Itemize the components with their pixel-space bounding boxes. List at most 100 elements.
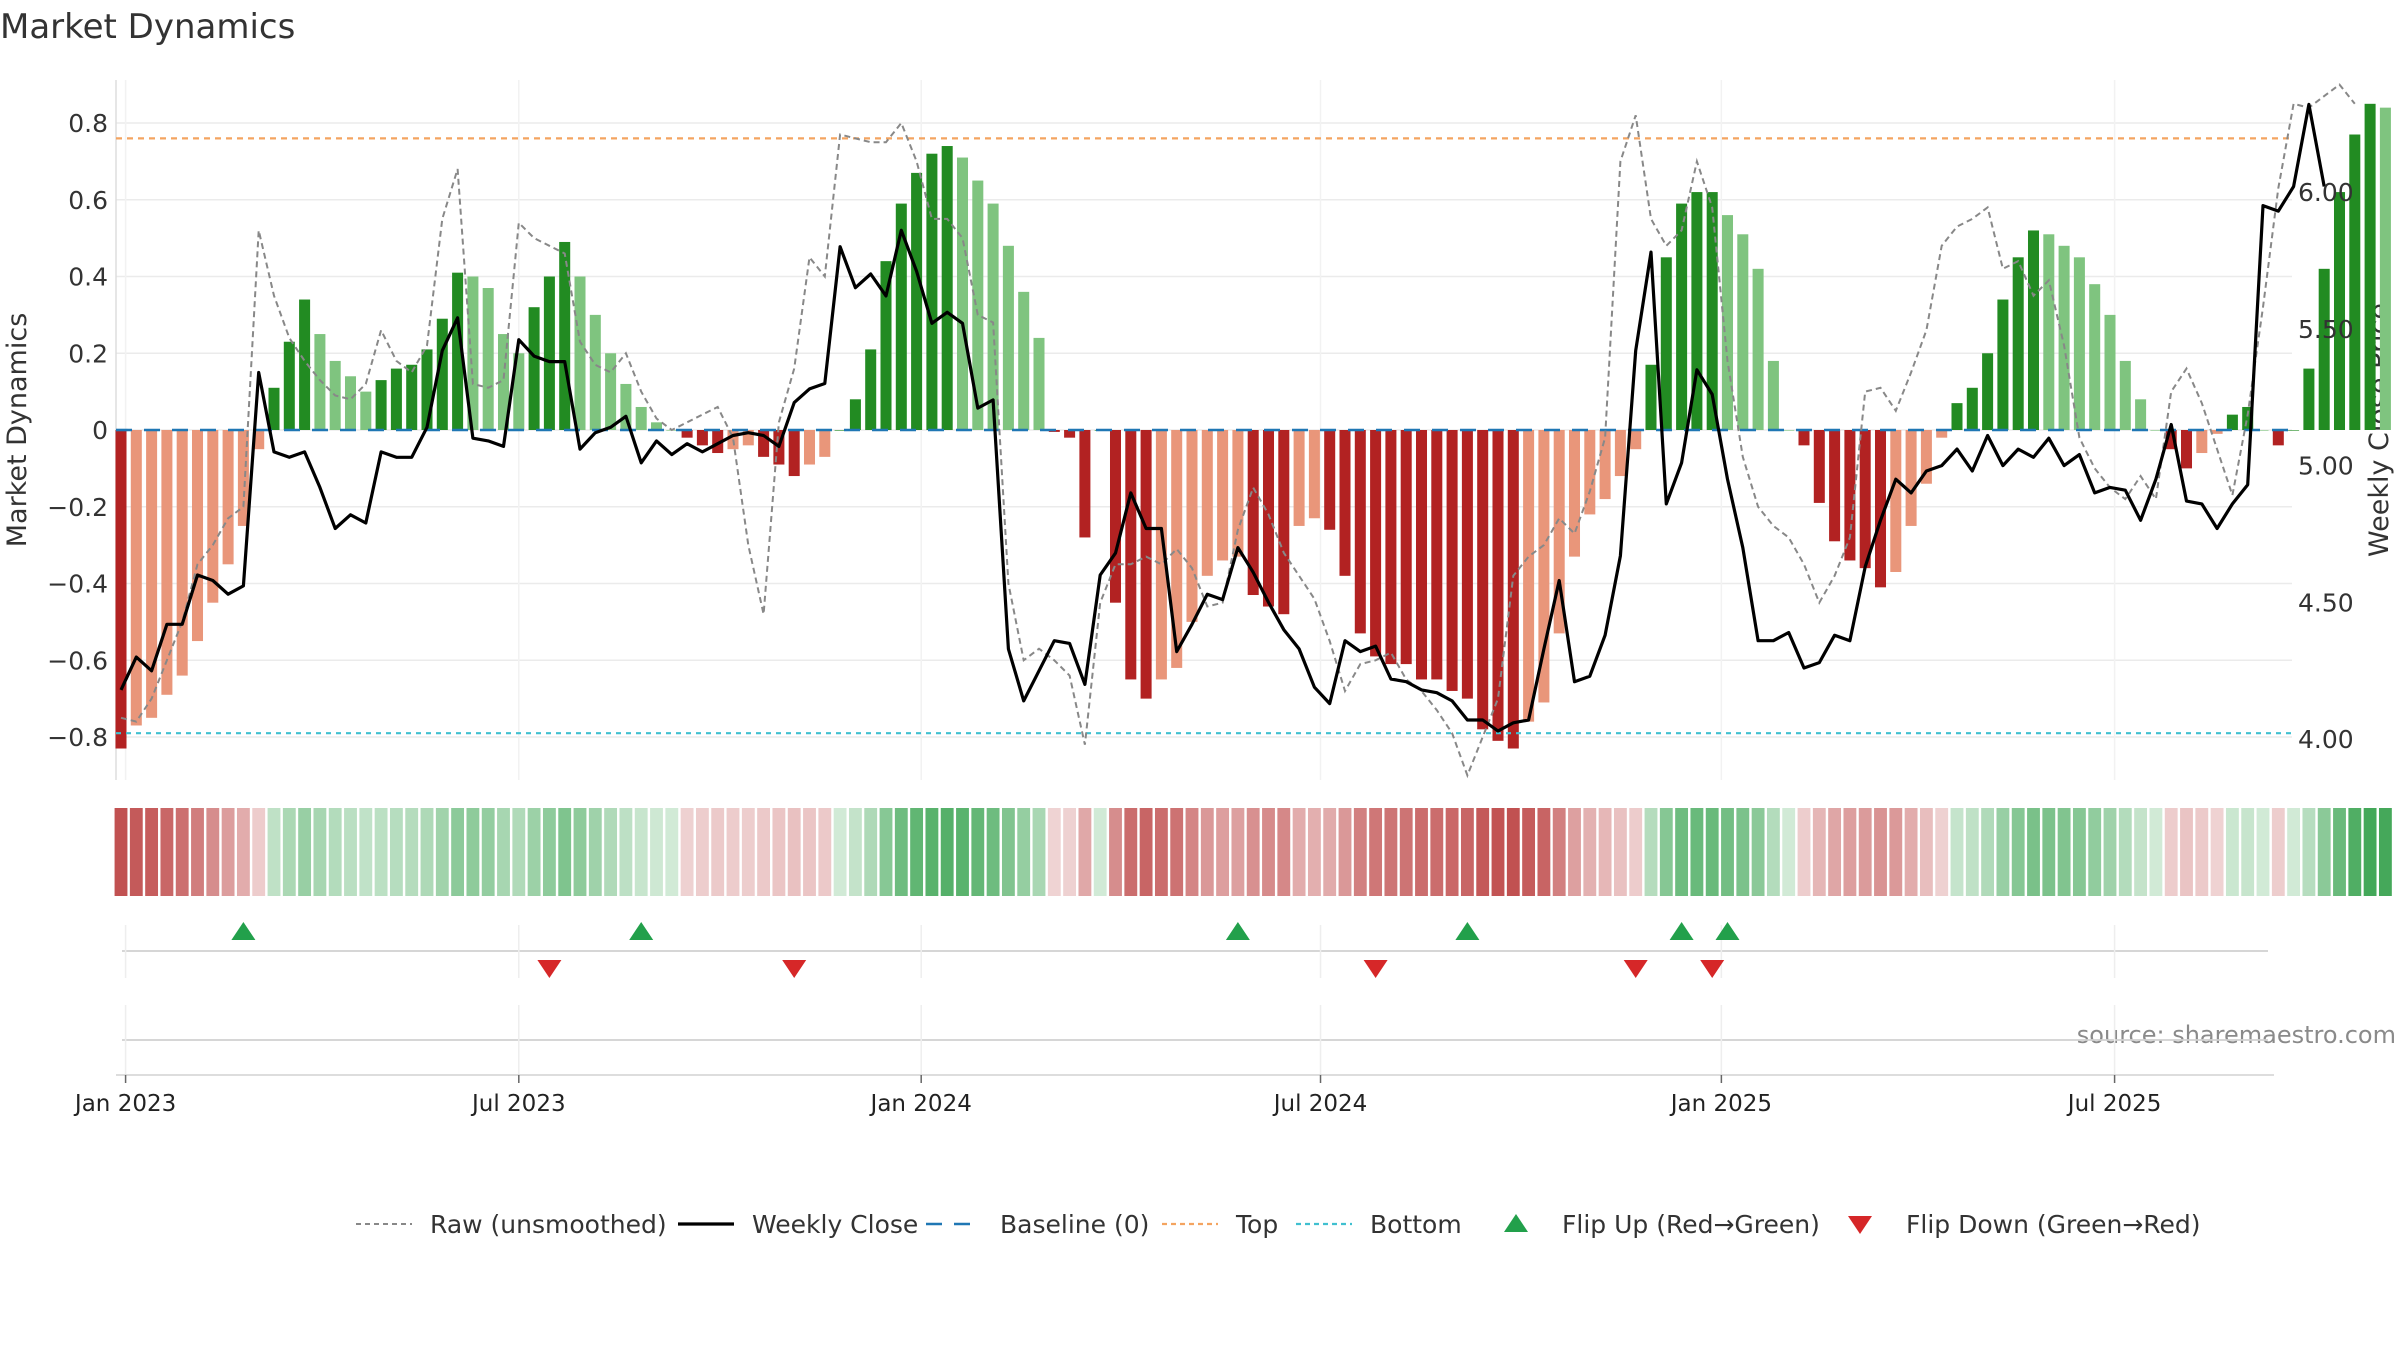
dynamics-bar (237, 430, 249, 526)
regime-strip-cell (2302, 808, 2316, 896)
regime-strip-cell (1843, 808, 1857, 896)
dynamics-bar (2089, 284, 2101, 430)
regime-strip-cell (558, 808, 572, 896)
dynamics-bar (360, 391, 372, 430)
dynamics-bar (865, 349, 877, 430)
dynamics-bar (1874, 430, 1887, 588)
flip-down-marker (1700, 960, 1725, 978)
dynamics-bar (574, 276, 586, 430)
dynamics-bar (972, 180, 984, 430)
dynamics-bar (559, 241, 571, 430)
regime-strip-cell (680, 808, 694, 896)
dynamics-bar (2318, 268, 2330, 430)
regime-strip-cell (1965, 808, 1979, 896)
dynamics-bar (1813, 430, 1825, 503)
regime-strip-cell (2317, 808, 2331, 896)
lines-layer (116, 83, 2356, 779)
regime-strip-cell (512, 808, 526, 896)
dynamics-bar (1584, 430, 1596, 515)
dynamics-bar (2150, 430, 2162, 431)
dynamics-bar (543, 276, 555, 430)
dynamics-bar (2211, 430, 2223, 434)
regime-strip-cell (588, 808, 602, 896)
regime-strip-cell (1047, 808, 1061, 896)
regime-strip-cell (2103, 808, 2117, 896)
dynamics-bar (1278, 430, 1290, 615)
dynamics-bar (191, 430, 204, 642)
regime-strip-cell (344, 808, 357, 896)
left-tick-label: −0.4 (47, 570, 108, 599)
dynamics-bar (1890, 430, 1902, 572)
regime-strip-cell (1231, 808, 1245, 896)
right-tick-label: 4.00 (2298, 725, 2354, 754)
regime-strip-cell (497, 808, 510, 896)
dynamics-bar (1538, 430, 1550, 703)
legend-item: Baseline (0) (926, 1210, 1149, 1239)
dynamics-bar (758, 430, 770, 457)
dynamics-bar (2333, 192, 2346, 430)
regime-strip-cell (2011, 808, 2025, 896)
legend-item: Flip Up (Red→Green) (1504, 1210, 1820, 1239)
regime-strip-cell (2057, 808, 2071, 896)
regime-strip-cell (1889, 808, 1903, 896)
flip-down-marker (782, 960, 807, 978)
left-tick-label: 0.4 (68, 263, 108, 292)
dynamics-bar (696, 430, 708, 446)
regime-strip-cell (420, 808, 434, 896)
regime-strip-cell (2134, 808, 2148, 896)
dynamics-bar (2257, 430, 2269, 431)
regime-strip-cell (772, 808, 786, 896)
regime-strip-cell (803, 808, 816, 896)
dynamics-bar (2135, 399, 2147, 430)
dynamics-bar (2226, 414, 2238, 430)
dynamics-bar (513, 353, 525, 430)
dynamics-bar (620, 383, 632, 430)
legend-label: Top (1235, 1210, 1278, 1239)
right-tick-label: 5.00 (2298, 452, 2354, 481)
dynamics-bar (1905, 430, 1917, 526)
dynamics-bar (834, 430, 846, 431)
dynamics-bar (1201, 430, 1213, 576)
left-tick-label: −0.2 (47, 493, 108, 522)
regime-strip-cell (298, 808, 312, 896)
dynamics-bar (2196, 430, 2208, 454)
regime-strip-cell (221, 808, 235, 896)
dynamics-bar (1660, 257, 1672, 430)
dynamics-bar (1186, 430, 1198, 622)
dynamics-bar (1721, 215, 1734, 430)
dynamics-bar (528, 307, 540, 430)
dynamics-bar (2043, 234, 2055, 430)
dynamics-bar (1920, 430, 1932, 484)
regime-strip-cell (2149, 808, 2163, 896)
regime-strip-cell (695, 808, 709, 896)
dynamics-bar (2165, 430, 2177, 450)
dynamics-bar (1553, 430, 1565, 634)
regime-strip-cell (1369, 808, 1383, 896)
dynamics-bar (742, 430, 754, 446)
regime-strip-cell (1001, 808, 1015, 896)
regime-strip-cell (1797, 808, 1811, 896)
dynamics-bar (1400, 430, 1412, 665)
dynamics-bar (1446, 430, 1458, 691)
regime-strip-cell (1690, 808, 1704, 896)
regime-strip-cell (925, 808, 939, 896)
regime-strip-cell (252, 808, 266, 896)
regime-strip-cell (818, 808, 832, 896)
regime-strip-cell (1063, 808, 1077, 896)
regime-strip-cell (1445, 808, 1459, 896)
legend-swatch (1504, 1214, 1528, 1232)
regime-strip-cell (1705, 808, 1719, 896)
regime-strip-cell (236, 808, 250, 896)
dynamics-bar (1997, 299, 2009, 430)
regime-strip-cell (1093, 808, 1107, 896)
regime-strip-cell (2042, 808, 2056, 896)
x-tick-label: Jan 2023 (73, 1091, 176, 1117)
dynamics-bar (1461, 430, 1473, 699)
dynamics-bar (2012, 257, 2024, 430)
dynamics-bar (1247, 430, 1259, 596)
regime-strip-cell (1721, 808, 1734, 896)
flip-up-marker (1225, 922, 1250, 940)
dynamics-bar (650, 422, 663, 430)
